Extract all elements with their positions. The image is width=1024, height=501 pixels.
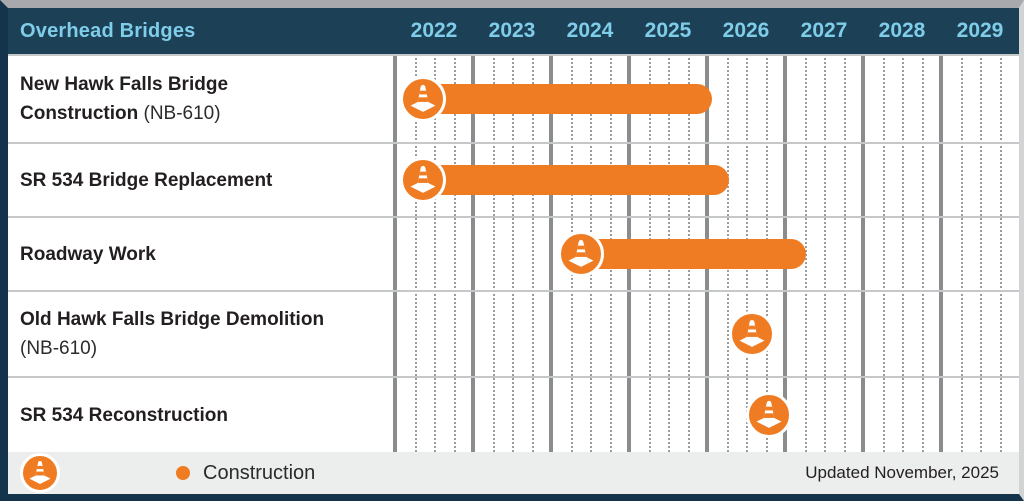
task-row-sr534-bridge-replacement: SR 534 Bridge Replacement [8, 142, 1019, 216]
quarter-gridline [902, 54, 904, 452]
quarter-gridline [960, 54, 963, 452]
construction-cone-marker [400, 157, 447, 203]
year-gridline [471, 54, 475, 452]
chart-footer: Construction Updated November, 2025 [8, 452, 1019, 494]
row-label-normal: (NB-610) [20, 338, 98, 359]
year-tick-2028: 2028 [878, 19, 926, 42]
quarter-gridline [843, 54, 846, 452]
year-tick-2024: 2024 [566, 19, 614, 42]
row-label-bold: Roadway Work [20, 243, 156, 265]
construction-cone-marker [400, 76, 447, 122]
construction-bar [402, 165, 729, 195]
quarter-gridline [512, 54, 514, 452]
year-gridline [861, 54, 865, 452]
construction-cone-marker [729, 311, 776, 357]
quarter-gridline [999, 54, 1002, 452]
row-label-normal: (NB-610) [143, 103, 221, 124]
task-row-new-hawk-falls-construction: New Hawk Falls Bridge Construction (NB-6… [8, 54, 1019, 142]
year-tick-2029: 2029 [956, 19, 1004, 42]
quarter-gridline [414, 54, 417, 452]
row-label: New Hawk Falls Bridge Construction (NB-6… [8, 56, 395, 142]
row-label: SR 534 Bridge Replacement [8, 144, 395, 216]
year-gridline [549, 54, 553, 452]
quarter-gridline [882, 54, 885, 452]
task-row-sr534-reconstruction: SR 534 Reconstruction [8, 376, 1019, 452]
quarter-gridline [980, 54, 982, 452]
task-row-old-hawk-falls-demolition: Old Hawk Falls Bridge Demolition (NB-610… [8, 290, 1019, 376]
construction-bar [402, 84, 713, 114]
task-row-roadway-work: Roadway Work [8, 216, 1019, 290]
quarter-gridline [531, 54, 534, 452]
chart-header: Overhead Bridges 2022 2023 2024 2025 202… [8, 8, 1019, 54]
legend-dot-icon [176, 466, 190, 480]
legend-entry-construction: Construction [176, 462, 315, 485]
year-gridline [393, 54, 397, 452]
traffic-cone-icon [20, 453, 60, 493]
year-tick-2027: 2027 [800, 19, 848, 42]
row-label: SR 534 Reconstruction [8, 378, 395, 452]
construction-cone-marker [746, 392, 793, 438]
row-label: Old Hawk Falls Bridge Demolition (NB-610… [8, 292, 395, 376]
timeline-cell [395, 218, 1019, 290]
quarter-gridline [434, 54, 436, 452]
legend-label: Construction [203, 461, 316, 484]
quarter-gridline [453, 54, 456, 452]
year-tick-2023: 2023 [488, 19, 536, 42]
row-label: Roadway Work [8, 218, 395, 290]
timeline-cell [395, 56, 1019, 142]
timeline-cell [395, 292, 1019, 376]
quarter-gridline [824, 54, 826, 452]
row-label-bold: SR 534 Bridge Replacement [20, 169, 273, 191]
chart-body: New Hawk Falls Bridge Construction (NB-6… [8, 54, 1019, 452]
year-tick-2022: 2022 [410, 19, 458, 42]
row-label-bold: SR 534 Reconstruction [20, 404, 228, 426]
timeline-cell [395, 144, 1019, 216]
year-tick-2026: 2026 [722, 19, 770, 42]
quarter-gridline [492, 54, 495, 452]
year-tick-2025: 2025 [644, 19, 692, 42]
quarter-gridline [921, 54, 924, 452]
year-axis: 2022 2023 2024 2025 2026 2027 2028 2029 [395, 8, 1019, 54]
year-gridline [939, 54, 943, 452]
row-label-bold: New Hawk Falls Bridge Construction [20, 74, 229, 124]
construction-cone-marker [558, 231, 605, 277]
row-label-bold: Old Hawk Falls Bridge Demolition [20, 309, 325, 330]
timeline-cell [395, 378, 1019, 452]
updated-date-text: Updated November, 2025 [805, 463, 999, 482]
chart-title: Overhead Bridges [20, 19, 196, 42]
